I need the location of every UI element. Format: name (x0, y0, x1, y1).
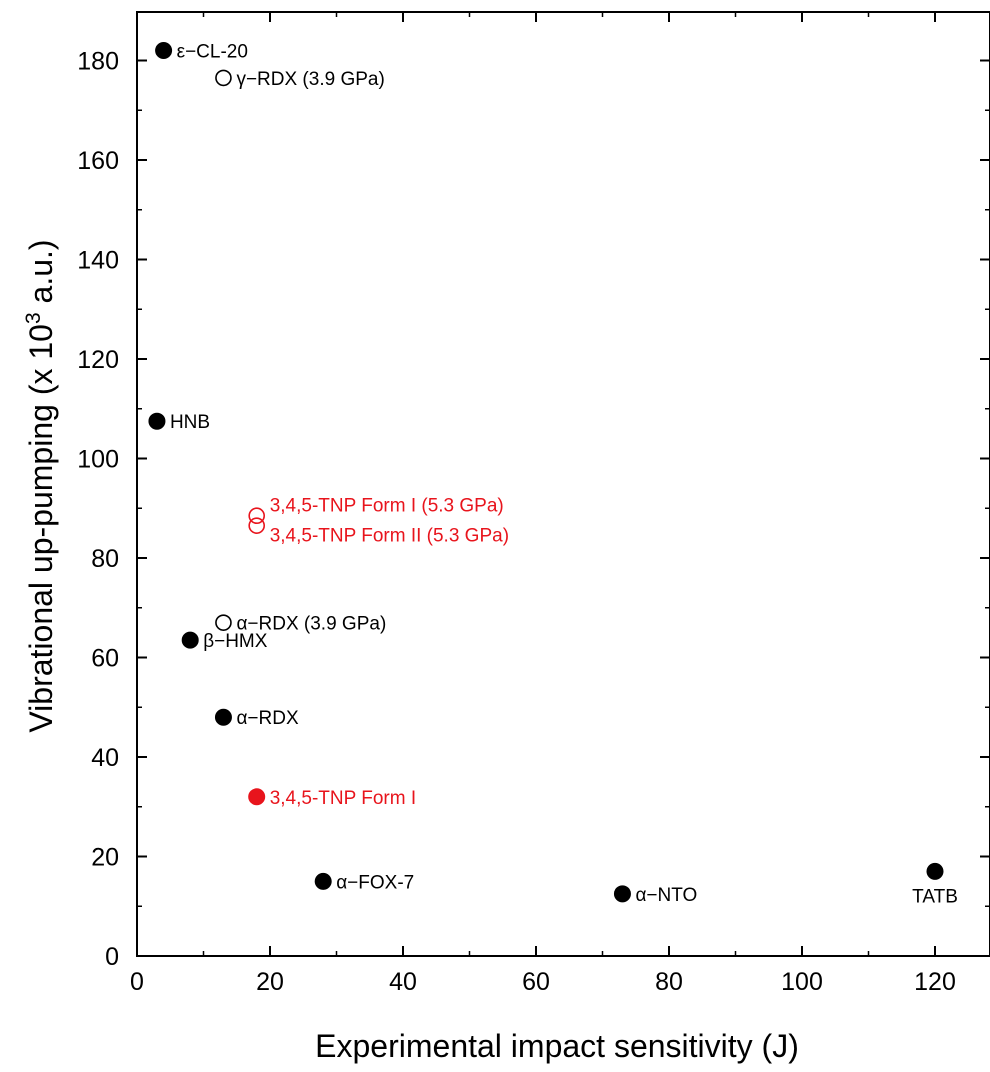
data-point: α−RDX (3.9 GPa) (215, 614, 386, 635)
filled-marker (248, 788, 266, 806)
data-point: γ−RDX (3.9 GPa) (215, 69, 385, 90)
y-tick-label: 180 (77, 48, 119, 76)
y-tick-label: 160 (77, 147, 119, 175)
y-tick-label: 40 (91, 744, 119, 772)
open-marker (248, 507, 266, 525)
y-tick-label: 140 (77, 247, 119, 275)
plot-frame (136, 11, 990, 957)
point-label: TATB (912, 886, 958, 907)
y-tick-label: 0 (105, 943, 119, 971)
data-point: α−NTO (613, 885, 697, 906)
data-point: ε−CL-20 (155, 42, 248, 63)
x-tick-label: 0 (130, 968, 144, 996)
data-point: 3,4,5-TNP Form II (5.3 GPa) (248, 517, 509, 547)
point-label: α−RDX (236, 708, 299, 729)
point-label: 3,4,5-TNP Form I (5.3 GPa) (270, 496, 504, 517)
filled-marker (214, 708, 232, 726)
open-marker (215, 614, 232, 631)
y-tick-label: 60 (91, 645, 119, 673)
filled-marker (181, 631, 199, 649)
open-marker (215, 69, 232, 87)
point-label: HNB (170, 412, 210, 433)
x-tick-label: 20 (256, 968, 284, 996)
filled-marker (926, 862, 944, 880)
x-tick-label: 80 (655, 968, 683, 996)
y-tick-label: 20 (91, 844, 119, 872)
open-marker (248, 517, 266, 534)
y-tick-label: 100 (77, 446, 119, 474)
filled-marker (613, 885, 631, 903)
x-tick-label: 40 (389, 968, 417, 996)
point-label: β−HMX (203, 631, 268, 652)
data-point: HNB (148, 412, 210, 433)
y-axis-title-tail: a.u.) (23, 239, 59, 312)
x-tick-label: 120 (914, 968, 956, 996)
x-tick-label: 60 (522, 968, 550, 996)
point-label: γ−RDX (3.9 GPa) (236, 69, 384, 90)
y-tick-label: 80 (91, 545, 119, 573)
data-points: ε−CL-20 γ−RDX (3.9 GPa) HNB 3,4,5-TNP Form … (148, 42, 958, 907)
filled-marker (314, 872, 332, 890)
data-point: 3,4,5-TNP Form I (248, 788, 416, 809)
y-axis-title: Vibrational up-pumping (x 103 a.u.) (22, 239, 59, 732)
y-axis-title-superscript: 3 (22, 312, 45, 324)
point-label: α−FOX-7 (336, 872, 414, 893)
data-point: α−RDX (214, 708, 299, 729)
data-point: β−HMX (181, 631, 268, 652)
filled-marker (155, 42, 173, 60)
data-point: TATB (912, 862, 958, 907)
y-tick-label: 120 (77, 346, 119, 374)
data-point: 3,4,5-TNP Form I (5.3 GPa) (248, 496, 504, 525)
point-label: ε−CL-20 (177, 42, 248, 63)
x-tick-label: 100 (781, 968, 823, 996)
axis-ticks: 0 20 40 60 80 100 120 0 20 40 60 80 100 120 140 160 180 (77, 12, 990, 996)
point-label: α−NTO (635, 885, 697, 906)
point-label: α−RDX (3.9 GPa) (236, 614, 386, 635)
filled-marker (148, 412, 166, 430)
data-point: α−FOX-7 (314, 872, 414, 893)
x-axis-title: Experimental impact sensitivity (J) (315, 1028, 799, 1064)
point-label: 3,4,5-TNP Form I (270, 788, 416, 809)
point-label: 3,4,5-TNP Form II (5.3 GPa) (270, 526, 509, 547)
y-axis-title-main: Vibrational up-pumping (x 10 (23, 324, 59, 733)
